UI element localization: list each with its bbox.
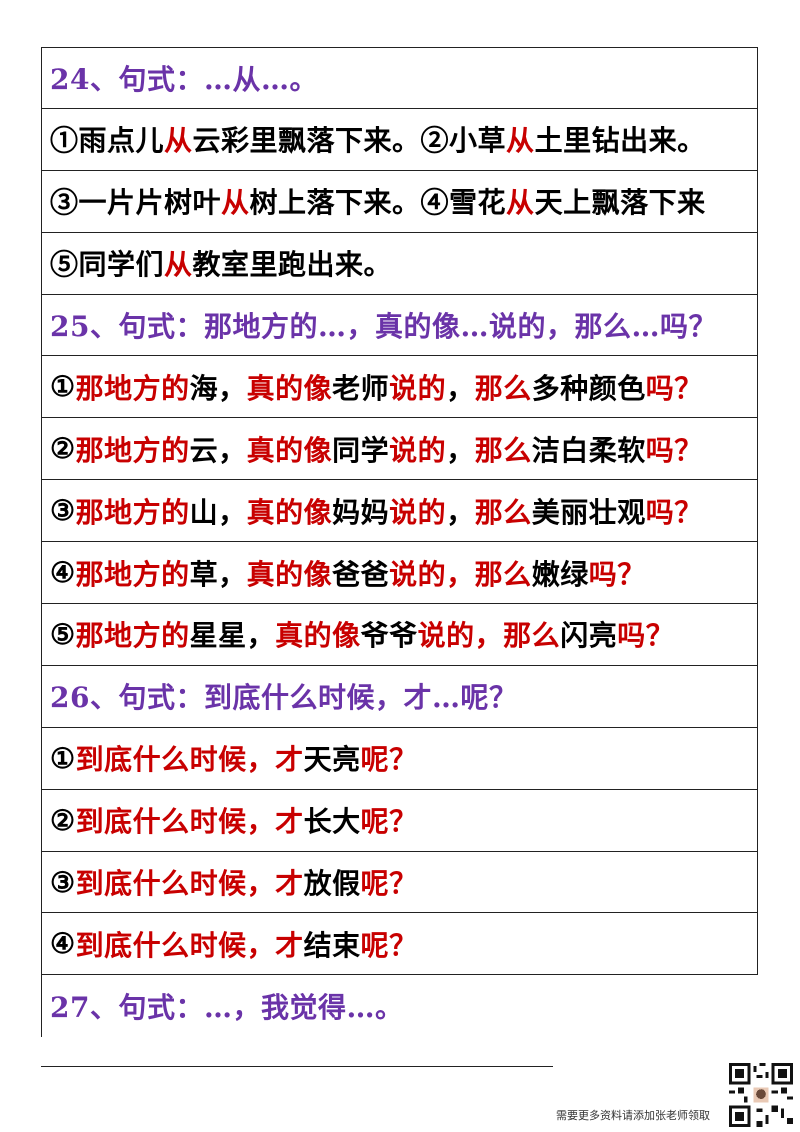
- footer-note: 需要更多资料请添加张老师领取: [556, 1109, 710, 1122]
- section-heading: 24、句式：…从…。: [41, 47, 758, 109]
- example-sentence: ② 那地方的 云， 真的像 同学 说的，那么 洁白柔软 吗？: [41, 418, 758, 481]
- sentence-text: 云彩里飘落下来。②小草: [192, 124, 507, 158]
- example-sentence: ⑤同学们从教室里跑出来。: [41, 232, 758, 295]
- highlighted-keyword: 到底什么时候，才: [75, 928, 304, 962]
- sentence-text: 老师: [332, 371, 390, 405]
- highlighted-keyword: 那地方的: [75, 495, 190, 529]
- highlighted-keyword: 说的，那么: [389, 557, 532, 591]
- highlighted-keyword: 那么: [474, 433, 532, 467]
- highlighted-keyword: 从: [164, 124, 193, 158]
- sentence-text: ④: [50, 927, 76, 961]
- example-sentence: ①雨点儿从云彩里飘落下来。②小草从土里钻出来。: [41, 108, 758, 171]
- highlighted-keyword: 说的，那么: [417, 619, 561, 653]
- highlighted-keyword: 真的像: [246, 433, 333, 467]
- highlighted-keyword: 那地方的: [75, 433, 190, 467]
- section-heading: 26、句式：到底什么时候，才…呢？: [41, 665, 758, 728]
- sentence-text: 山，: [189, 495, 247, 529]
- sentence-text: 天上飘落下来: [534, 186, 706, 220]
- highlighted-keyword: 那地方的: [75, 371, 190, 405]
- sentence-text: 27、句式：…，我觉得…。: [50, 991, 404, 1025]
- sentence-text: ②: [50, 803, 76, 837]
- sentence-text: 嫩绿: [531, 557, 589, 591]
- highlighted-keyword: 那地方的: [75, 557, 190, 591]
- highlighted-keyword: 真的像: [246, 557, 333, 591]
- sentence-text: ⑤: [50, 617, 76, 651]
- sentence-text: 长大: [303, 805, 361, 839]
- sentence-text: 洁白柔软: [531, 433, 646, 467]
- sentence-text: 多种颜色: [531, 371, 646, 405]
- sentence-text: ②: [50, 432, 76, 466]
- sentence-text: 美丽壮观: [531, 495, 646, 529]
- sentence-text: 爸爸: [332, 557, 390, 591]
- highlighted-keyword: 从: [506, 186, 535, 220]
- sentence-text: 海，: [189, 371, 247, 405]
- sentence-text: 同学: [332, 433, 390, 467]
- sentence-text: ，: [446, 433, 475, 467]
- sentence-text: ⑤同学们: [50, 248, 165, 282]
- example-sentence: ② 到底什么时候，才 长大 呢？: [41, 789, 758, 852]
- example-sentence: ① 到底什么时候，才 天亮 呢？: [41, 727, 758, 790]
- sentence-text: 放假: [303, 867, 361, 901]
- sentence-text: 爷爷: [360, 619, 418, 653]
- section-heading: 25、句式：那地方的…，真的像…说的，那么…吗？: [41, 294, 758, 357]
- sentence-text: 星星，: [189, 619, 276, 653]
- sentence-text: ①雨点儿: [50, 124, 165, 158]
- example-sentence: ④ 那地方的 草， 真的像 爸爸 说的，那么 嫩绿 吗？: [41, 542, 758, 605]
- sentence-text: 闪亮: [560, 619, 618, 653]
- sentence-text: ，: [446, 371, 475, 405]
- example-sentence: ③一片片树叶从树上落下来。④雪花从天上飘落下来: [41, 170, 758, 233]
- sentence-text: ①: [50, 741, 76, 775]
- highlighted-keyword: 吗？: [645, 371, 703, 405]
- sentence-text: ③一片片树叶: [50, 186, 222, 220]
- highlighted-keyword: 吗？: [617, 619, 675, 653]
- example-sentence: ① 那地方的 海， 真的像 老师 说的，那么 多种颜色 吗？: [41, 356, 758, 419]
- sentence-text: ④: [50, 556, 76, 590]
- highlighted-keyword: 说的: [389, 495, 447, 529]
- sentence-text: 云，: [189, 433, 247, 467]
- highlighted-keyword: 呢？: [360, 928, 418, 962]
- sentence-text: 结束: [303, 928, 361, 962]
- highlighted-keyword: 到底什么时候，才: [75, 743, 304, 777]
- highlighted-keyword: 从: [221, 186, 250, 220]
- highlighted-keyword: 呢？: [360, 867, 418, 901]
- highlighted-keyword: 那地方的: [75, 619, 190, 653]
- highlighted-keyword: 吗？: [645, 433, 703, 467]
- sentence-text: 土里钻出来。: [534, 124, 706, 158]
- example-sentence: ③ 那地方的 山， 真的像 妈妈 说的，那么 美丽壮观 吗？: [41, 480, 758, 543]
- highlighted-keyword: 真的像: [275, 619, 361, 653]
- highlighted-keyword: 到底什么时候，才: [75, 805, 304, 839]
- sentence-text: 妈妈: [332, 495, 390, 529]
- sentence-text: ③: [50, 494, 76, 528]
- highlighted-keyword: 呢？: [360, 805, 418, 839]
- example-sentence: ③ 到底什么时候，才 放假 呢？: [41, 851, 758, 914]
- sentence-text: 教室里跑出来。: [192, 248, 393, 282]
- highlighted-keyword: 那么: [474, 371, 532, 405]
- highlighted-keyword: 呢？: [360, 743, 418, 777]
- highlighted-keyword: 那么: [474, 495, 532, 529]
- sentence-text: 24、句式：…从…。: [50, 62, 318, 96]
- sentence-text: 草，: [189, 557, 247, 591]
- highlighted-keyword: 说的: [389, 371, 447, 405]
- sentence-text: 天亮: [303, 743, 361, 777]
- sentence-text: ，: [446, 495, 475, 529]
- example-sentence: ⑤ 那地方的 星星， 真的像 爷爷 说的，那么 闪亮 吗？: [41, 604, 758, 666]
- highlighted-keyword: 真的像: [246, 371, 333, 405]
- divider: [41, 1066, 553, 1067]
- highlighted-keyword: 到底什么时候，才: [75, 867, 304, 901]
- sentence-text: 25、句式：那地方的…，真的像…说的，那么…吗？: [50, 310, 717, 343]
- qr-code-icon: [729, 1063, 793, 1127]
- highlighted-keyword: 从: [506, 124, 535, 158]
- sentence-text: ①: [50, 370, 76, 404]
- highlighted-keyword: 吗？: [645, 495, 703, 529]
- sentence-text: 树上落下来。④雪花: [249, 186, 507, 220]
- sentence-text: ③: [50, 865, 76, 899]
- highlighted-keyword: 真的像: [246, 495, 333, 529]
- highlighted-keyword: 从: [164, 248, 193, 282]
- section-heading: 27、句式：…，我觉得…。: [41, 975, 758, 1038]
- sentence-table: 24、句式：…从…。 ①雨点儿从云彩里飘落下来。②小草从土里钻出来。 ③一片片树叶从…: [41, 47, 758, 1038]
- sentence-text: 26、句式：到底什么时候，才…呢？: [50, 681, 518, 715]
- highlighted-keyword: 说的: [389, 433, 447, 467]
- example-sentence: ④ 到底什么时候，才 结束 呢？: [41, 913, 758, 976]
- highlighted-keyword: 吗？: [588, 557, 646, 591]
